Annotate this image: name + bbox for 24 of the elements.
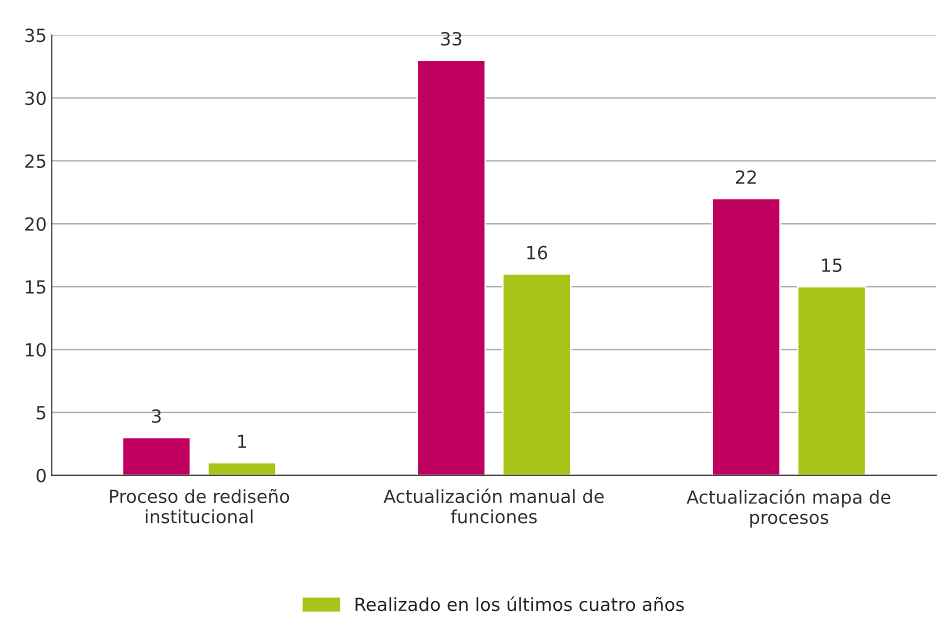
- data-label: 1: [238, 434, 246, 448]
- y-tick-label: 10: [26, 342, 46, 357]
- y-tick-label: 15: [26, 280, 46, 294]
- x-tick-label: Proceso de rediseño institucional: [110, 488, 290, 524]
- data-label: 3: [152, 409, 161, 423]
- bar: [797, 286, 866, 476]
- data-label: 22: [736, 170, 756, 184]
- bar: [502, 273, 572, 476]
- y-tick-label: 20: [25, 217, 46, 231]
- bar: [416, 60, 486, 476]
- y-tick-label: 30: [25, 91, 46, 106]
- x-tick-label: Actualización mapa de procesos: [686, 489, 890, 528]
- data-label: 16: [527, 246, 548, 260]
- legend-label: Realizado en los últimos cuatro años: [356, 596, 684, 612]
- data-label: 33: [441, 32, 462, 46]
- y-tick-label: 0: [36, 468, 46, 482]
- x-tick-label: Actualización manual de funciones: [384, 488, 604, 524]
- bar: [712, 198, 781, 476]
- bar: [122, 436, 192, 476]
- y-tick-label: 5: [36, 406, 46, 420]
- y-tick-label: 35: [25, 28, 46, 42]
- data-label: 15: [822, 258, 842, 272]
- y-tick-label: 25: [25, 154, 46, 168]
- bar: [207, 462, 277, 476]
